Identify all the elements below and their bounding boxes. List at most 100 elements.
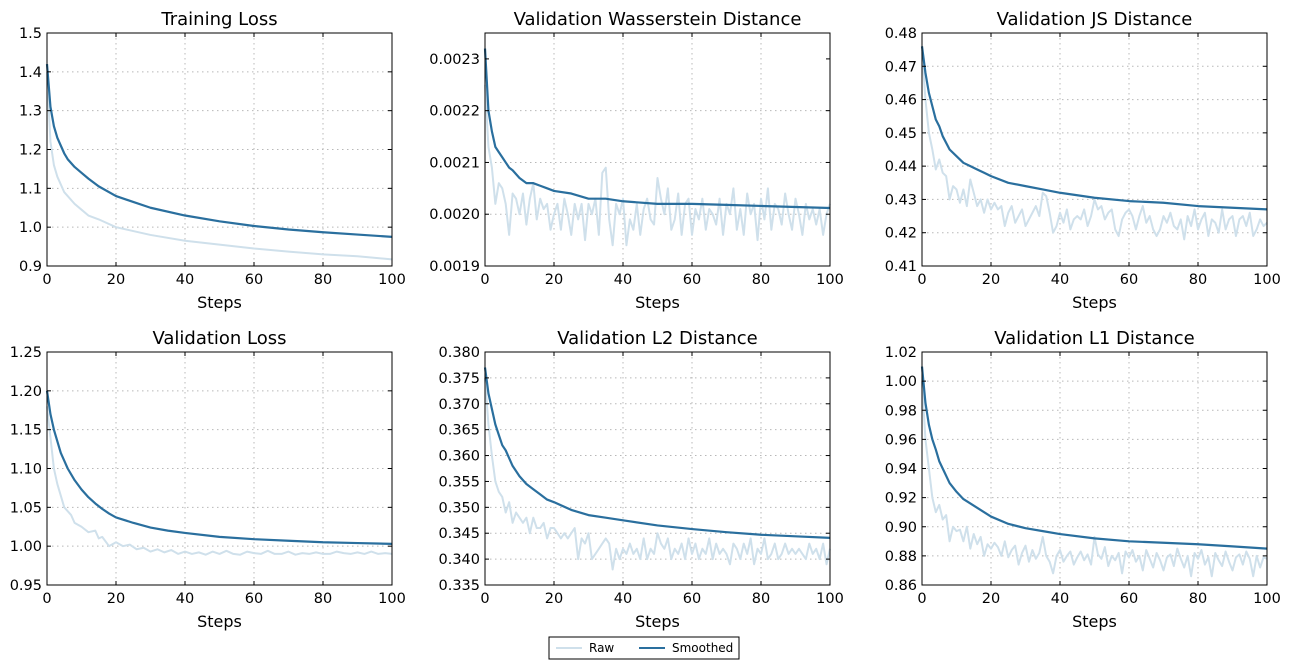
raw-series-line xyxy=(484,84,831,247)
x-tick-label: 20 xyxy=(982,272,1000,288)
raw-series-line xyxy=(46,71,393,261)
x-tick-label: 40 xyxy=(614,272,632,288)
y-tick-label: 0.86 xyxy=(885,578,917,594)
y-tick-label: 0.0021 xyxy=(429,155,480,171)
y-tick-label: 1.00 xyxy=(10,539,42,555)
y-tick-label: 1.5 xyxy=(19,26,42,42)
x-tick-label: 80 xyxy=(314,591,332,607)
x-tick-label: 100 xyxy=(378,272,406,288)
y-tick-label: 1.2 xyxy=(19,143,42,159)
y-tick-label: 0.48 xyxy=(885,26,917,42)
x-tick-label: 100 xyxy=(1253,272,1281,288)
subplot-5: 0 20 40 60 80 100 0.335 0.340 0.345 0.350 0.355 0.3… xyxy=(438,328,843,631)
y-tick-label: 0.92 xyxy=(885,491,917,507)
x-tick-label: 0 xyxy=(917,591,926,607)
y-tick-label: 1.25 xyxy=(10,345,42,361)
y-tick-label: 0.96 xyxy=(885,432,917,448)
y-tick-label: 0.345 xyxy=(438,526,480,542)
x-tick-label: 100 xyxy=(1253,591,1281,607)
x-axis-label: Steps xyxy=(1072,612,1117,631)
y-tick-label: 0.46 xyxy=(885,93,917,109)
x-tick-label: 80 xyxy=(1189,591,1207,607)
y-tick-label: 0.340 xyxy=(438,552,480,568)
raw-series-line xyxy=(484,377,831,571)
plot-frame xyxy=(484,32,831,267)
x-tick-label: 100 xyxy=(378,591,406,607)
subplot-4: 0 20 40 60 80 100 0.95 1.00 1.05 1.10 1.15 1.20 1.25… xyxy=(10,328,406,631)
smoothed-series-line xyxy=(483,367,831,539)
x-tick-label: 80 xyxy=(1189,272,1207,288)
subplot-title: Validation JS Distance xyxy=(997,9,1193,30)
y-tick-label: 1.3 xyxy=(19,104,42,120)
plot-frame xyxy=(46,351,393,586)
y-tick-label: 0.355 xyxy=(438,474,480,490)
plot-frame xyxy=(484,351,831,586)
y-tick-label: 0.9 xyxy=(19,259,42,275)
subplot-title: Validation Loss xyxy=(152,328,286,349)
x-tick-label: 0 xyxy=(480,272,489,288)
x-tick-label: 80 xyxy=(752,272,770,288)
y-tick-label: 1.00 xyxy=(885,374,917,390)
legend-smoothed-label: Smoothed xyxy=(672,641,733,655)
x-tick-label: 20 xyxy=(545,591,563,607)
y-tick-label: 1.1 xyxy=(19,181,42,197)
x-tick-label: 40 xyxy=(176,272,194,288)
subplot-grid: 0 20 40 60 80 100 0.9 1.0 1.1 1.2 1.3 1.4 1.5 Trainin… xyxy=(10,9,1281,631)
y-tick-label: 0.95 xyxy=(10,578,42,594)
subplot-3: 0 20 40 60 80 100 0.41 0.42 0.43 0.44 0.45 0.46 0.47… xyxy=(885,9,1281,312)
y-tick-label: 0.41 xyxy=(885,259,917,275)
smoothed-series-line xyxy=(45,63,393,238)
x-tick-label: 100 xyxy=(816,272,844,288)
subplot-title: Validation Wasserstein Distance xyxy=(514,9,802,30)
plot-frame xyxy=(46,32,393,267)
x-tick-label: 40 xyxy=(1051,591,1069,607)
subplot-title: Validation L2 Distance xyxy=(557,328,758,349)
x-tick-label: 40 xyxy=(1051,272,1069,288)
x-tick-label: 60 xyxy=(245,591,263,607)
subplot-title: Validation L1 Distance xyxy=(994,328,1195,349)
y-tick-label: 0.375 xyxy=(438,371,480,387)
legend: Raw Smoothed xyxy=(548,636,740,660)
x-axis-label: Steps xyxy=(1072,293,1117,312)
raw-series-line xyxy=(46,406,393,556)
y-tick-label: 0.360 xyxy=(438,449,480,465)
y-tick-label: 0.94 xyxy=(885,462,917,478)
x-tick-label: 20 xyxy=(107,272,125,288)
y-tick-label: 0.43 xyxy=(885,192,917,208)
y-tick-label: 0.0022 xyxy=(429,104,480,120)
y-tick-label: 1.20 xyxy=(10,384,42,400)
x-tick-label: 40 xyxy=(176,591,194,607)
y-tick-label: 0.365 xyxy=(438,423,480,439)
x-tick-label: 60 xyxy=(683,591,701,607)
x-tick-label: 0 xyxy=(42,591,51,607)
y-tick-label: 1.0 xyxy=(19,220,42,236)
x-tick-label: 20 xyxy=(545,272,563,288)
y-tick-label: 0.88 xyxy=(885,549,917,565)
plot-frame xyxy=(921,351,1268,586)
smoothed-series-line xyxy=(483,48,831,210)
x-tick-label: 80 xyxy=(314,272,332,288)
y-tick-label: 0.350 xyxy=(438,500,480,516)
smoothed-series-line xyxy=(920,366,1268,550)
y-tick-label: 0.370 xyxy=(438,397,480,413)
x-tick-label: 0 xyxy=(480,591,489,607)
x-tick-label: 80 xyxy=(752,591,770,607)
y-tick-label: 1.4 xyxy=(19,65,42,81)
plot-frame xyxy=(921,32,1268,267)
y-tick-label: 0.0023 xyxy=(429,52,480,68)
raw-series-line xyxy=(921,49,1268,241)
y-tick-label: 0.380 xyxy=(438,345,480,361)
x-tick-label: 60 xyxy=(245,272,263,288)
x-tick-label: 20 xyxy=(982,591,1000,607)
y-tick-label: 0.335 xyxy=(438,578,480,594)
subplot-2: 0 20 40 60 80 100 0.0019 0.0020 0.0021 0.0022 0.00… xyxy=(429,9,844,312)
x-axis-label: Steps xyxy=(197,293,242,312)
subplot-1: 0 20 40 60 80 100 0.9 1.0 1.1 1.2 1.3 1.4 1.5 Trainin… xyxy=(19,9,406,312)
x-axis-label: Steps xyxy=(635,612,680,631)
x-tick-label: 40 xyxy=(614,591,632,607)
x-axis-label: Steps xyxy=(197,612,242,631)
x-axis-label: Steps xyxy=(635,293,680,312)
smoothed-series-line xyxy=(920,46,1268,211)
y-tick-label: 0.98 xyxy=(885,403,917,419)
